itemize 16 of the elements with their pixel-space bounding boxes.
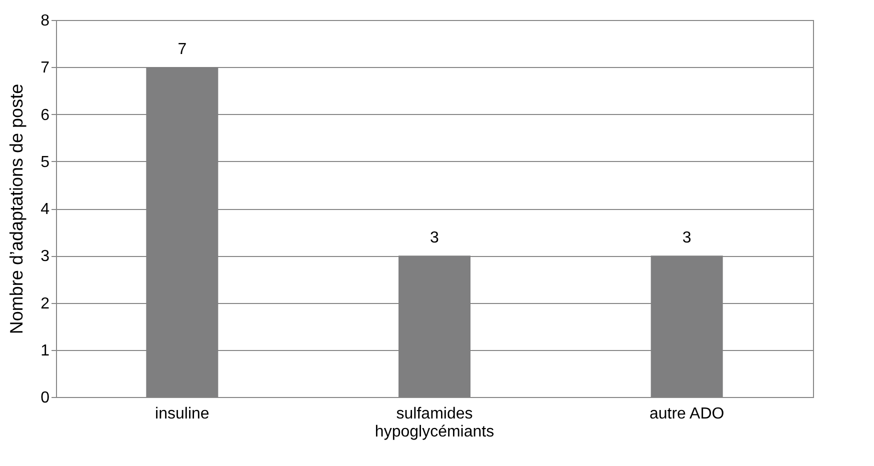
data-label: 7 (178, 41, 187, 58)
x-tick-label: sulfamides hypoglycémiants (374, 406, 494, 440)
y-tick-label: 6 (40, 106, 50, 124)
y-axis-title: Nombre d’adaptations de poste (6, 84, 27, 334)
data-label: 3 (430, 230, 440, 247)
data-label: 3 (682, 230, 692, 247)
y-tick-label: 3 (40, 248, 50, 266)
y-tick-label: 1 (40, 342, 50, 360)
y-tick-label: 8 (40, 12, 50, 30)
y-tick-label: 7 (40, 60, 50, 77)
y-tick-label: 2 (40, 295, 50, 312)
x-tick-label: autre ADO (649, 406, 724, 422)
y-tick-label: 4 (40, 201, 50, 218)
y-tick-label: 0 (40, 390, 50, 406)
y-tick-label: 5 (40, 154, 50, 171)
x-tick-label: insuline (155, 406, 210, 422)
